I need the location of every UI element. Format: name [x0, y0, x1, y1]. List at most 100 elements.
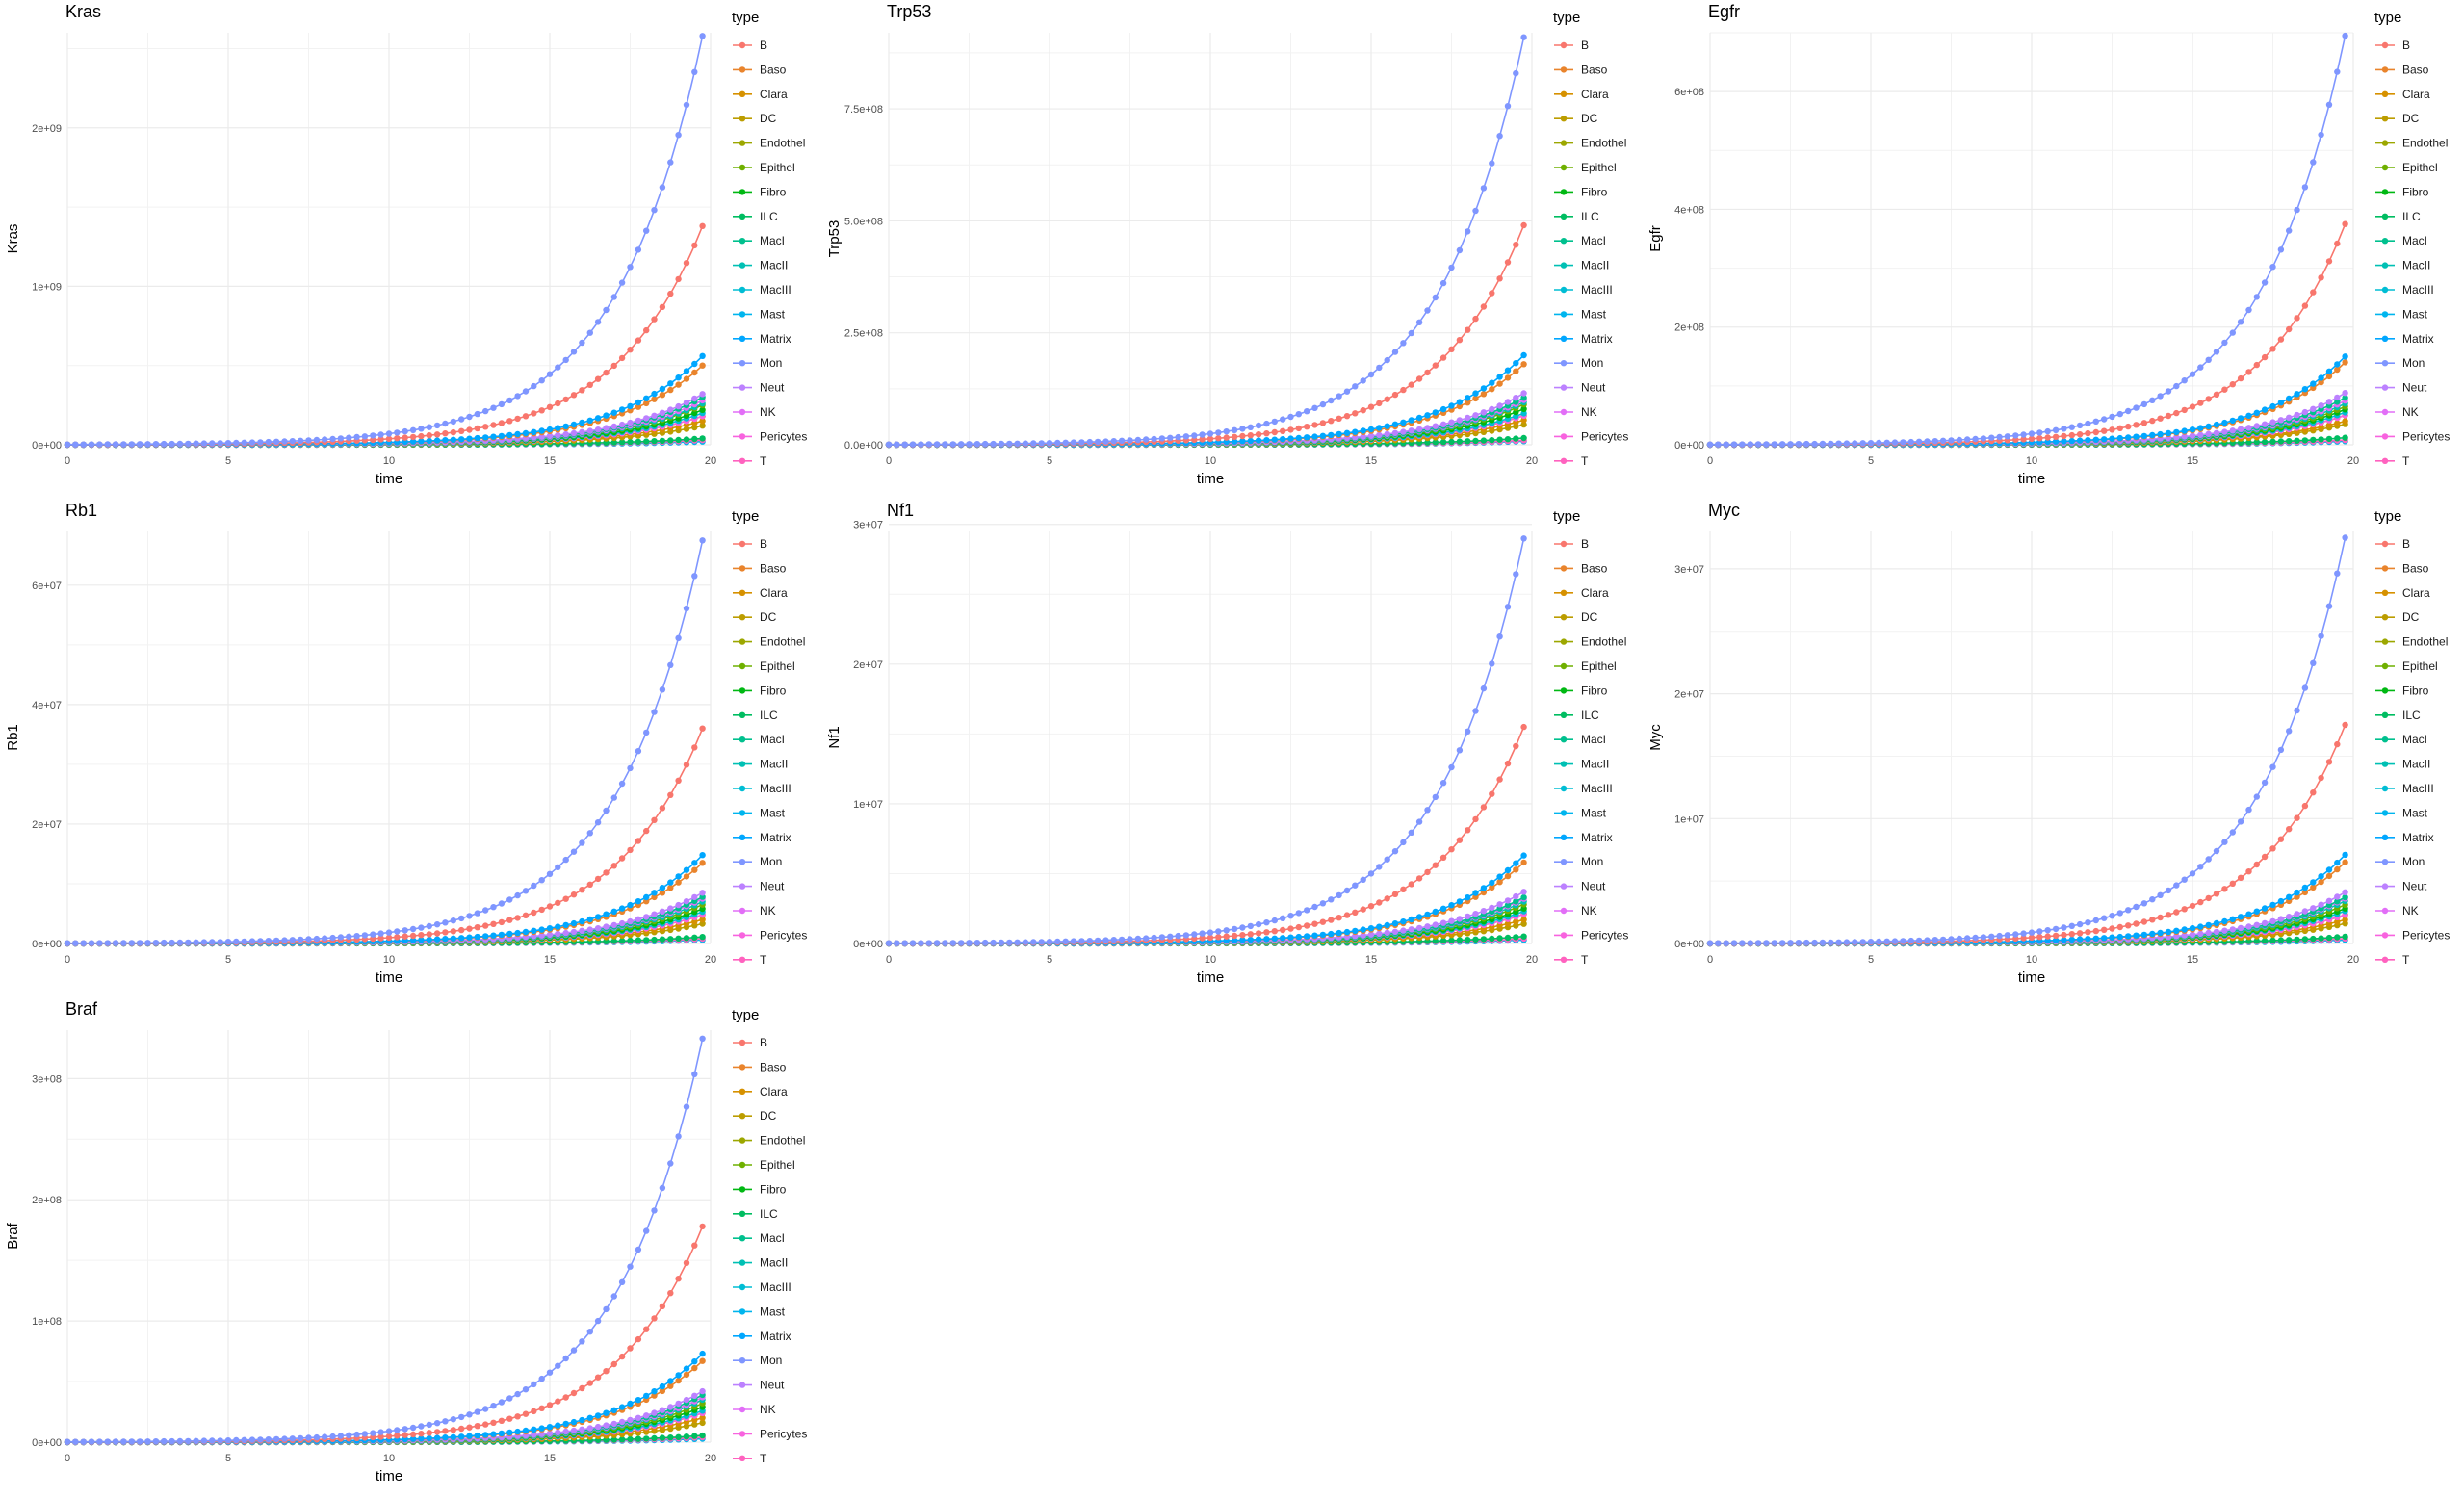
data-point — [1231, 426, 1238, 433]
data-point — [1787, 441, 1794, 448]
data-point — [1496, 380, 1503, 387]
data-point — [450, 428, 456, 436]
legend-label: NK — [760, 405, 776, 419]
data-point — [570, 392, 578, 399]
data-point — [2133, 433, 2140, 440]
legend-item-epithel: Epithel — [1554, 161, 1617, 174]
data-point — [2342, 353, 2348, 360]
data-point — [1504, 399, 1512, 405]
data-point — [699, 391, 706, 398]
data-point — [635, 417, 642, 425]
data-point — [2261, 406, 2269, 413]
data-point — [675, 132, 682, 139]
legend-label: Pericytes — [2402, 429, 2450, 443]
legend-label: Mast — [2402, 307, 2428, 321]
data-point — [2245, 369, 2252, 375]
data-point — [1295, 425, 1302, 432]
data-point — [1472, 412, 1479, 419]
legend-item-ilc: ILC — [733, 210, 778, 223]
data-point — [1496, 133, 1503, 140]
data-point — [1415, 375, 1423, 382]
data-point — [1439, 279, 1447, 287]
data-point — [1496, 402, 1503, 409]
data-point — [402, 434, 408, 441]
data-point — [1384, 423, 1390, 429]
data-point — [1480, 303, 1488, 310]
legend-item-maci: MacI — [733, 234, 785, 247]
data-point — [1520, 434, 1527, 442]
data-point — [659, 437, 666, 445]
series-macii — [1706, 400, 2348, 449]
data-point — [1022, 440, 1029, 447]
data-point — [635, 438, 642, 446]
data-point — [474, 434, 480, 442]
data-point — [433, 422, 441, 429]
data-point — [2044, 434, 2051, 441]
data-point — [1520, 395, 1527, 401]
data-point — [1408, 329, 1414, 337]
data-point — [1415, 426, 1423, 433]
legend-key-point — [2381, 311, 2389, 318]
x-tick-label: 20 — [2347, 455, 2359, 467]
data-point — [2318, 274, 2324, 281]
data-point — [901, 441, 908, 448]
data-point — [289, 438, 296, 445]
data-point — [618, 354, 626, 362]
data-point — [1271, 418, 1278, 426]
data-point — [1496, 436, 1503, 443]
series-line-b — [67, 225, 704, 446]
data-point — [137, 441, 143, 448]
legend-item-mon: Mon — [1554, 356, 1603, 370]
data-point — [2205, 356, 2212, 363]
data-point — [2310, 289, 2317, 296]
data-point — [1110, 438, 1117, 445]
data-point — [2125, 423, 2132, 430]
data-point — [1239, 438, 1246, 445]
data-point — [1456, 399, 1464, 405]
data-point — [2294, 411, 2300, 419]
data-point — [610, 423, 617, 430]
series-line-mon — [1710, 35, 2347, 446]
x-tick-label: 20 — [705, 954, 716, 966]
data-point — [2286, 414, 2293, 421]
legend-label: Neut — [1581, 381, 1606, 395]
data-point — [458, 427, 465, 434]
major-gridlines — [66, 33, 712, 446]
series-nk — [885, 397, 1527, 449]
data-point — [433, 431, 441, 438]
data-point — [1408, 417, 1414, 424]
data-point — [2237, 426, 2244, 432]
data-point — [1520, 390, 1527, 397]
data-point — [2310, 159, 2317, 166]
data-point — [2092, 436, 2099, 443]
data-point — [2052, 433, 2060, 440]
legend-item-mon: Mon — [2375, 356, 2425, 370]
legend-key-point — [739, 335, 746, 342]
data-point — [594, 426, 602, 433]
data-point — [2076, 422, 2084, 429]
data-point — [2165, 412, 2172, 420]
data-point — [2012, 436, 2019, 443]
legend-item-neut: Neut — [733, 381, 785, 395]
series-macii — [64, 400, 706, 449]
data-point — [1247, 424, 1254, 430]
data-point — [1513, 435, 1519, 442]
legend-item-b: B — [1554, 39, 1589, 52]
legend-key-point — [739, 213, 746, 220]
chart-svg: 0 5 10 15 200e+001e+092e+09KrastimeKrastypeB… — [5, 2, 807, 487]
data-point — [322, 436, 328, 443]
data-point — [1287, 413, 1294, 421]
data-point — [973, 441, 981, 448]
chart-panel-trp53: 0 5 10 15 20 0.0e+00 2.5e+08 5.0e+08 7.5e+08 Trp5… — [821, 0, 1643, 499]
legend-label: Clara — [760, 88, 788, 101]
data-point — [1062, 439, 1069, 446]
data-point — [1191, 436, 1198, 444]
legend-key-point — [739, 433, 746, 440]
data-point — [2068, 431, 2075, 439]
data-point — [1336, 430, 1342, 438]
data-point — [1255, 431, 1262, 438]
data-point — [699, 423, 706, 429]
legend-item-maci: MacI — [1554, 234, 1606, 247]
y-tick-label: 6e+07 — [32, 581, 62, 592]
